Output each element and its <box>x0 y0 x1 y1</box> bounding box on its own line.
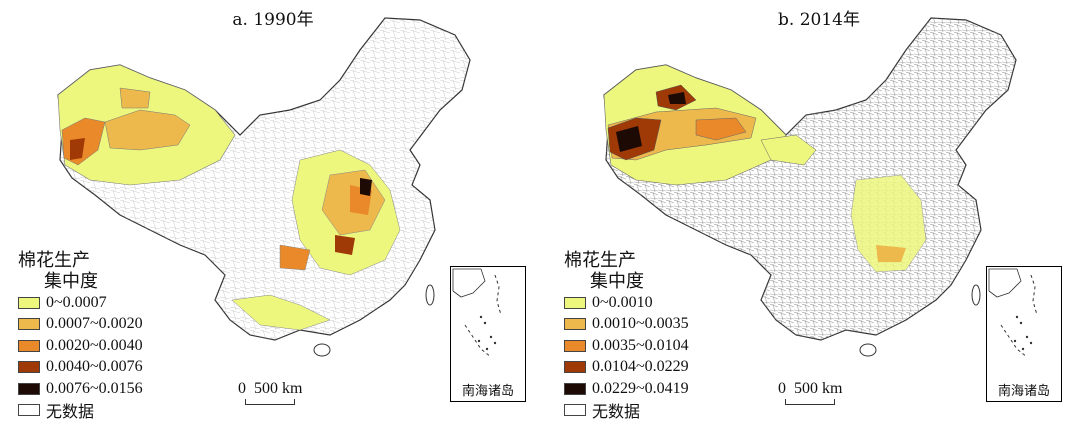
legend-title-line2: 集中度 <box>44 271 98 292</box>
panel-title: b. 2014年 <box>778 10 860 30</box>
legend-swatch <box>18 361 40 374</box>
inset-label: 南海诸岛 <box>997 384 1050 399</box>
legend-swatch <box>18 296 40 309</box>
panel-1990: a. 1990年 棉花生产 集中度 0~0.0007 0.0007~0.0020… <box>18 10 526 421</box>
south-china-sea-inset: 南海诸岛 <box>986 266 1062 402</box>
inset-label: 南海诸岛 <box>461 384 514 399</box>
legend-label: 0.0007~0.0020 <box>46 315 143 333</box>
legend-label: 0.0035~0.0104 <box>592 336 689 354</box>
legend-swatch <box>564 361 586 374</box>
legend: 棉花生产 集中度 0~0.0010 0.0010~0.0035 0.0035~0… <box>564 250 689 421</box>
panel-title: a. 1990年 <box>232 10 314 30</box>
legend-item: 0.0007~0.0020 <box>18 314 143 336</box>
scale-bar: 0 500 km <box>238 380 303 405</box>
legend-title: 棉花生产 集中度 <box>18 250 143 292</box>
scale-line <box>245 399 295 405</box>
legend-item: 0~0.0007 <box>18 292 143 314</box>
legend-swatch <box>564 382 586 395</box>
south-china-sea-inset: 南海诸岛 <box>450 266 526 402</box>
legend: 棉花生产 集中度 0~0.0007 0.0007~0.0020 0.0020~0… <box>18 250 143 421</box>
legend-swatch <box>564 296 586 309</box>
legend-swatch <box>18 318 40 331</box>
legend-item: 0.0104~0.0229 <box>564 357 689 379</box>
legend-item: 无数据 <box>18 400 143 422</box>
legend-label: 无数据 <box>592 404 641 422</box>
legend-item: 0.0035~0.0104 <box>564 335 689 357</box>
panel-2014: b. 2014年 棉花生产 集中度 0~0.0010 0.0010~0.0035… <box>546 0 1092 444</box>
legend-title: 棉花生产 集中度 <box>564 250 689 292</box>
china-map-1990 <box>57 17 471 357</box>
legend-label: 0.0104~0.0229 <box>592 358 689 376</box>
legend-swatch <box>18 339 40 352</box>
scale-label: 0 500 km <box>238 380 303 397</box>
legend-title-line1: 棉花生产 <box>564 250 636 271</box>
legend-item: 0.0229~0.0419 <box>564 378 689 400</box>
legend-swatch <box>564 318 586 331</box>
legend-item: 0.0010~0.0035 <box>564 314 689 336</box>
inset-map <box>452 268 502 358</box>
legend-label: 0~0.0007 <box>46 293 107 311</box>
legend-label: 0.0076~0.0156 <box>46 379 143 397</box>
legend-item: 0.0020~0.0040 <box>18 335 143 357</box>
legend-item: 0.0076~0.0156 <box>18 378 143 400</box>
legend-swatch <box>564 339 586 352</box>
legend-title-line2: 集中度 <box>590 271 644 292</box>
inset-map <box>988 268 1038 358</box>
legend-label: 0.0040~0.0076 <box>46 358 143 376</box>
legend-swatch <box>18 382 40 395</box>
legend-item: 无数据 <box>564 400 689 422</box>
legend-label: 0.0020~0.0040 <box>46 336 143 354</box>
legend-label: 无数据 <box>46 404 95 422</box>
legend-label: 0.0229~0.0419 <box>592 379 689 397</box>
scale-bar: 0 500 km <box>778 380 843 405</box>
legend-label: 0.0010~0.0035 <box>592 315 689 333</box>
legend-item: 0.0040~0.0076 <box>18 357 143 379</box>
legend-swatch <box>564 404 586 417</box>
legend-title-line1: 棉花生产 <box>18 250 90 271</box>
scale-line <box>785 399 835 405</box>
scale-label: 0 500 km <box>778 380 843 397</box>
legend-item: 0~0.0010 <box>564 292 689 314</box>
china-map-2014 <box>603 17 1017 357</box>
legend-swatch <box>18 404 40 417</box>
legend-label: 0~0.0010 <box>592 293 653 311</box>
